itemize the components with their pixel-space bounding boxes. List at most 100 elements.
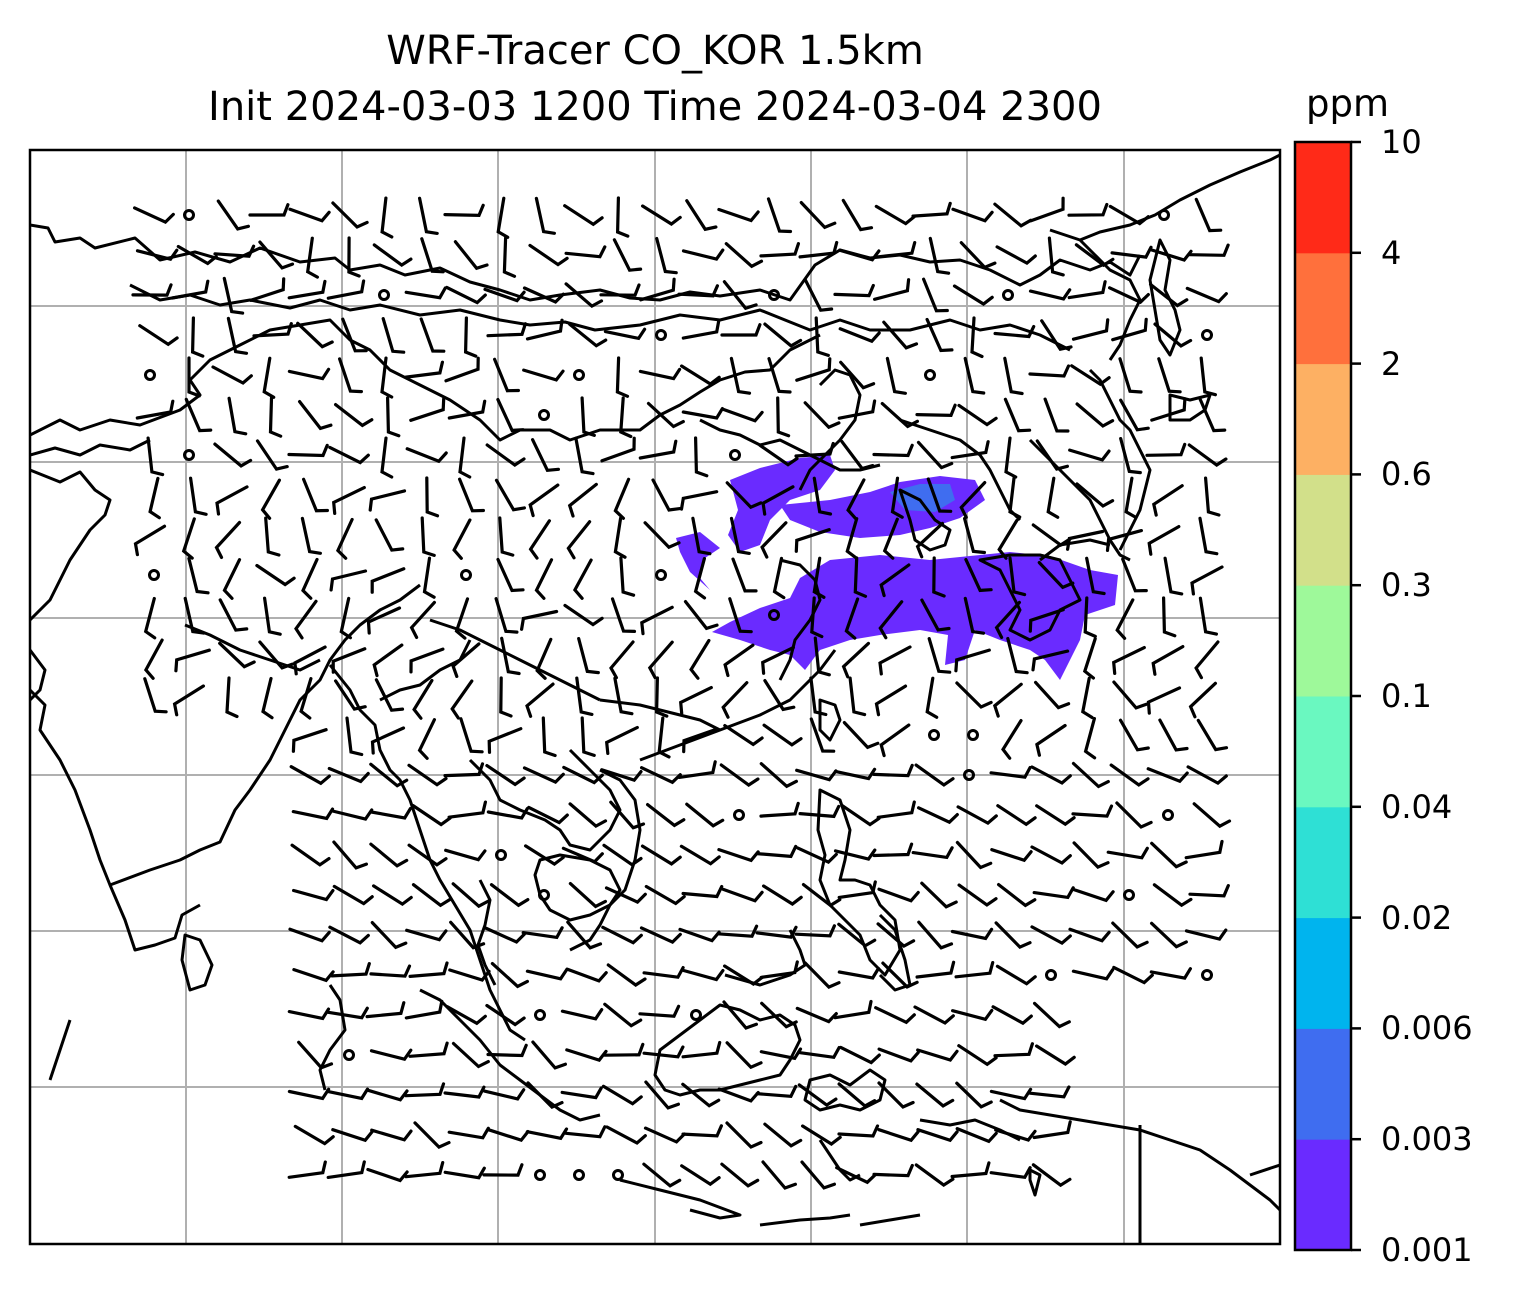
wind-barb: [716, 924, 759, 938]
wind-barb: [131, 283, 173, 297]
wind-barb: [655, 236, 678, 275]
wind-barb: [447, 399, 487, 420]
wind-barb: [328, 925, 370, 945]
wind-barb: [689, 638, 711, 680]
wind-barb: [922, 277, 949, 313]
wind-barb: [1068, 448, 1111, 462]
wind-barb: [183, 596, 206, 635]
wind-barb: [420, 516, 436, 557]
wind-barb: [172, 684, 205, 717]
calm-wind-marker: [495, 849, 507, 861]
wind-barb: [1004, 436, 1018, 479]
colorbar-tick-label: 0.003: [1381, 1120, 1473, 1159]
wind-barb: [761, 1160, 797, 1190]
wind-barb: [1108, 286, 1150, 305]
calm-wind-marker: [768, 609, 780, 621]
wind-barb: [723, 964, 764, 986]
wind-barb: [287, 279, 327, 300]
wind-barb: [1109, 763, 1150, 787]
wind-barb: [226, 316, 249, 355]
wind-barb: [525, 318, 564, 341]
wind-barb: [334, 403, 374, 428]
wind-barbs: [131, 196, 1232, 1190]
wind-barb: [952, 284, 994, 306]
wind-barb: [638, 367, 682, 381]
calm-wind-marker: [963, 769, 975, 781]
wind-barb: [498, 516, 515, 557]
wind-barb: [1067, 280, 1107, 300]
wind-barb: [135, 399, 175, 420]
wind-barb: [794, 528, 831, 553]
wind-barb: [799, 201, 837, 230]
wind-barb: [409, 647, 445, 674]
wind-barb: [955, 1127, 998, 1144]
wind-barb: [268, 396, 283, 438]
wind-barb: [838, 327, 881, 344]
wind-barb: [443, 1166, 486, 1180]
wind-barb: [1035, 1044, 1076, 1066]
wind-barb: [1152, 883, 1193, 908]
wind-barb: [728, 597, 753, 634]
wind-barb: [572, 558, 593, 600]
wind-barb: [494, 597, 519, 634]
wind-barb: [957, 1044, 998, 1067]
wind-barb: [841, 641, 870, 679]
wind-barb: [772, 556, 786, 600]
wind-barb: [1184, 928, 1228, 941]
wind-barb: [380, 196, 394, 239]
wind-barb: [227, 396, 248, 436]
calm-wind-marker: [924, 369, 936, 381]
wind-barb: [258, 640, 294, 670]
wind-barb: [1068, 927, 1111, 943]
wind-barb: [454, 597, 470, 640]
colorbar-tick-label: 0.1: [1381, 677, 1432, 715]
wind-barb: [1035, 723, 1067, 757]
wind-barb: [654, 676, 669, 718]
wind-barb: [408, 961, 449, 978]
wind-barb: [833, 848, 877, 861]
wind-barb: [483, 287, 526, 303]
wind-barb: [292, 968, 335, 983]
wind-barb: [916, 1048, 959, 1062]
wind-barb: [841, 198, 874, 232]
wind-barb: [720, 1162, 760, 1188]
wind-barb: [1031, 649, 1070, 672]
wind-barb: [685, 802, 725, 828]
wind-barb: [459, 717, 484, 754]
wind-barb: [992, 682, 1023, 718]
wind-barb: [261, 676, 274, 720]
colorbar-tick-label: 0.02: [1381, 898, 1453, 937]
wind-barb: [1111, 921, 1149, 949]
wind-barb: [680, 364, 721, 386]
wind-barb: [293, 1124, 335, 1146]
wind-barb: [496, 557, 525, 593]
wind-barb: [763, 322, 803, 348]
wind-barb: [332, 486, 366, 515]
wind-barb: [842, 721, 880, 750]
wind-barb: [755, 925, 798, 939]
wind-barb: [759, 801, 800, 818]
wind-barb: [329, 569, 368, 592]
wind-barb: [1071, 318, 1110, 341]
wind-barb: [1157, 357, 1182, 394]
wind-barb: [679, 844, 721, 866]
wind-barb: [330, 808, 374, 821]
wind-barb: [222, 276, 245, 315]
wind-barb: [837, 922, 877, 948]
wind-barb: [294, 599, 318, 640]
wind-barb: [369, 762, 409, 788]
wind-barb: [812, 556, 826, 599]
wind-barb: [292, 888, 335, 902]
wind-barb: [138, 324, 179, 347]
colorbar-segment: [1295, 696, 1351, 808]
wind-barb: [287, 1160, 327, 1179]
wind-barb: [380, 356, 394, 399]
wind-barb: [451, 882, 491, 909]
wind-barb: [143, 677, 168, 714]
wind-barb: [878, 645, 912, 676]
wind-barb: [146, 436, 165, 477]
wind-barb: [443, 203, 485, 218]
calm-wind-marker: [538, 889, 550, 901]
wind-barb: [926, 477, 953, 513]
wind-barb: [338, 357, 363, 394]
